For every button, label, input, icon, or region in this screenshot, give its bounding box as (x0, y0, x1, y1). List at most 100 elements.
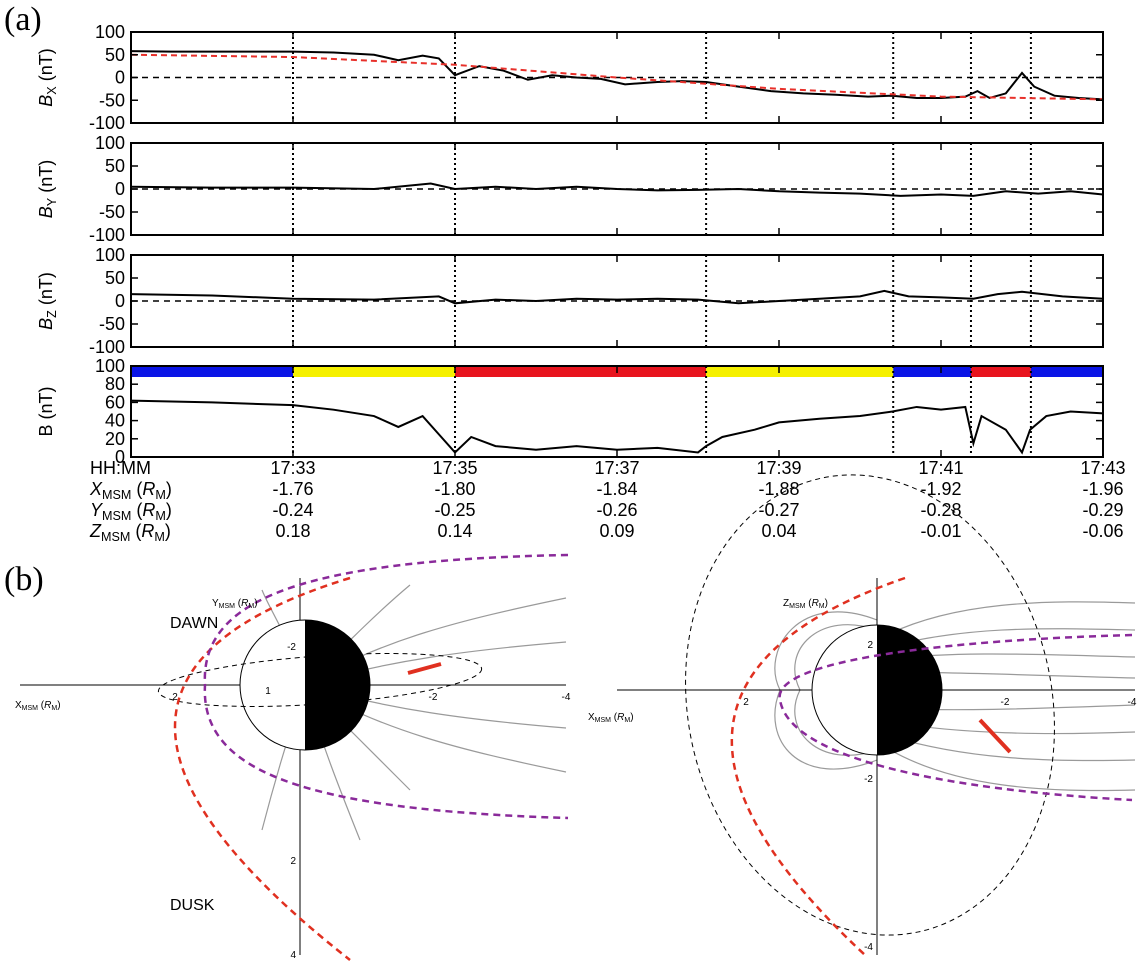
label-part: X (45, 86, 59, 95)
field-line (876, 601, 1136, 641)
ephemeris-value: -1.92 (920, 479, 961, 499)
label-part: X (588, 712, 595, 723)
tick-label: -2 (287, 642, 296, 653)
ephemeris-value: -0.06 (1082, 521, 1123, 541)
y-axis-label: BZ (nT) (36, 272, 59, 330)
ephemeris-label: XMSM (RM) (89, 479, 172, 502)
axis-label: ZMSM (RM) (783, 598, 828, 610)
night-side (305, 620, 370, 750)
y-tick-label: 50 (105, 268, 125, 288)
y-axis-label: BX (nT) (36, 48, 59, 106)
y-tick-label: 50 (105, 45, 125, 65)
label-part: (nT) (36, 48, 56, 86)
label-part: R (812, 598, 819, 609)
y-tick-label: 0 (115, 179, 125, 199)
label-part: B (36, 318, 56, 330)
diagram-left: YMSM (RM) XMSM (RM) DAWN DUSK 2 1 -2 -4 … (15, 553, 571, 961)
data-line (130, 399, 1104, 455)
y-tick-label: 0 (115, 68, 125, 88)
label-part: (nT) (36, 160, 56, 198)
label-part: MSM (219, 603, 236, 610)
tick-label: -4 (1128, 697, 1137, 708)
y-tick-label: -50 (99, 90, 125, 110)
region-bar (293, 366, 455, 377)
label-part: ( (805, 598, 812, 609)
tick-label: -4 (562, 692, 571, 703)
label-part: ) (166, 479, 172, 499)
label-part: ) (630, 712, 633, 723)
panel-label: (a) (4, 1, 42, 38)
label-part: M (819, 603, 825, 610)
y-tick-label: 100 (95, 245, 125, 265)
y-tick-label: -100 (89, 225, 125, 245)
label-part: ( (611, 712, 618, 723)
label-part: ) (166, 500, 172, 520)
ephemeris-value: -0.25 (434, 500, 475, 520)
orbit (157, 653, 483, 707)
panel-label: (b) (4, 561, 44, 598)
ephemeris-value: -0.29 (1082, 500, 1123, 520)
label-part: R (241, 598, 248, 609)
ephemeris-value: 0.09 (599, 521, 634, 541)
x-tick-label: 17:37 (594, 458, 639, 478)
label-part: M (155, 488, 166, 502)
label-part: MSM (595, 717, 612, 724)
x-tick-label: 17:39 (756, 458, 801, 478)
label-part: B (nT) (36, 386, 56, 436)
diagram-right: ZMSM (RM) XMSM (RM) 2 -2 -4 2 -2 -4 (588, 474, 1137, 956)
tick-label: -2 (864, 774, 873, 785)
bow-shock (173, 576, 351, 961)
label-part: ) (254, 598, 257, 609)
ephemeris-value: -1.76 (272, 479, 313, 499)
trajectory (407, 662, 442, 675)
label-part: Y (90, 500, 104, 520)
ephemeris-value: -0.24 (272, 500, 313, 520)
tick-label: -2 (429, 692, 438, 703)
label-part: MSM (789, 603, 806, 610)
label-part: M (154, 530, 165, 544)
label-part: ) (165, 521, 171, 541)
y-tick-label: -100 (89, 337, 125, 357)
ephemeris-value: -0.28 (920, 500, 961, 520)
tick-label: 2 (290, 856, 296, 867)
label-part: ( (130, 521, 141, 541)
y-tick-label: 100 (95, 356, 125, 376)
label-part: X (15, 700, 22, 711)
label-part: ) (825, 598, 828, 609)
x-tick-label: 17:35 (432, 458, 477, 478)
label-part: ( (131, 479, 142, 499)
label-part: R (142, 479, 155, 499)
label-part: R (141, 521, 154, 541)
label-part: MSM (102, 509, 131, 523)
tick-label: 4 (290, 950, 296, 961)
axis-label: YMSM (RM) (212, 598, 258, 610)
ephemeris-label: ZMSM (RM) (89, 521, 171, 544)
label-part: ( (235, 598, 242, 609)
plot-frame (130, 365, 1104, 458)
magnetopause (203, 553, 569, 820)
ephemeris-label: YMSM (RM) (90, 500, 172, 523)
x-tick-label: 17:41 (918, 458, 963, 478)
orbit (685, 474, 1055, 936)
ephemeris-value: -1.96 (1082, 479, 1123, 499)
y-tick-label: 100 (95, 22, 125, 42)
x-tick-label: 17:33 (270, 458, 315, 478)
ephemeris-value: -1.80 (434, 479, 475, 499)
data-line (130, 289, 1104, 305)
region-bar (893, 366, 971, 377)
region-bar (1030, 366, 1103, 377)
y-tick-label: 80 (105, 374, 125, 394)
label-part: B (36, 206, 56, 218)
tick-label: -4 (864, 942, 873, 953)
field-line (876, 741, 1136, 792)
label-part: R (44, 700, 51, 711)
label-part: Y (45, 197, 59, 206)
ephemeris-header: HH:MM (90, 458, 151, 478)
y-tick-label: 60 (105, 392, 125, 412)
label-part: R (142, 500, 155, 520)
y-tick-label: -50 (99, 202, 125, 222)
label-part: MSM (102, 488, 131, 502)
label-part: MSM (101, 530, 130, 544)
label-part: ( (131, 500, 142, 520)
